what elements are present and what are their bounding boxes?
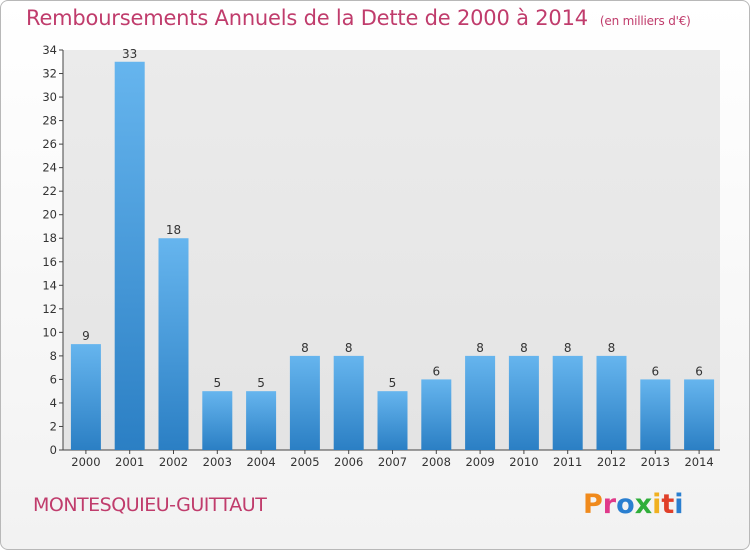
y-tick-label: 22 bbox=[42, 184, 57, 198]
proxiti-logo: Proxiti bbox=[583, 489, 684, 520]
bar-2001 bbox=[114, 61, 145, 450]
x-tick-label: 2007 bbox=[378, 455, 407, 469]
bar-2011 bbox=[552, 355, 583, 450]
y-tick-label: 14 bbox=[42, 278, 57, 292]
bar-2009 bbox=[465, 355, 496, 450]
y-tick-label: 4 bbox=[50, 396, 57, 410]
logo-letter: i bbox=[674, 489, 684, 520]
logo-letter: P bbox=[583, 489, 603, 520]
bar-2013 bbox=[640, 379, 671, 450]
x-tick-label: 2013 bbox=[641, 455, 670, 469]
bar-value-label: 8 bbox=[476, 341, 484, 355]
y-tick-label: 2 bbox=[50, 419, 57, 433]
bar-2004 bbox=[246, 391, 277, 450]
bar-2014 bbox=[684, 379, 715, 450]
logo-letter: r bbox=[602, 489, 617, 520]
logo-letter: t bbox=[661, 489, 675, 520]
x-tick-label: 2002 bbox=[159, 455, 188, 469]
bar-value-label: 9 bbox=[82, 329, 90, 343]
bar-2010 bbox=[508, 355, 539, 450]
y-tick-label: 18 bbox=[42, 231, 57, 245]
bar-2003 bbox=[202, 391, 233, 450]
bar-2012 bbox=[596, 355, 627, 450]
x-tick-label: 2008 bbox=[422, 455, 451, 469]
bar-2007 bbox=[377, 391, 408, 450]
chart-title-text: Remboursements Annuels de la Dette de 20… bbox=[26, 6, 588, 30]
bar-value-label: 8 bbox=[608, 341, 616, 355]
bar-value-label: 8 bbox=[520, 341, 528, 355]
x-tick-label: 2001 bbox=[115, 455, 144, 469]
logo-letter: i bbox=[652, 489, 662, 520]
y-tick-label: 6 bbox=[50, 372, 57, 386]
chart-unit: (en milliers d'€) bbox=[599, 14, 691, 28]
bar-value-label: 8 bbox=[301, 341, 309, 355]
x-tick-label: 2012 bbox=[597, 455, 626, 469]
y-tick-label: 24 bbox=[42, 161, 57, 175]
bar-value-label: 8 bbox=[564, 341, 572, 355]
y-tick-label: 0 bbox=[50, 443, 57, 457]
y-tick-label: 34 bbox=[42, 43, 57, 57]
chart-title: Remboursements Annuels de la Dette de 20… bbox=[26, 6, 691, 30]
x-tick-label: 2000 bbox=[71, 455, 100, 469]
y-tick-label: 10 bbox=[42, 325, 57, 339]
x-tick-label: 2005 bbox=[290, 455, 319, 469]
y-tick-label: 28 bbox=[42, 114, 57, 128]
bar-2006 bbox=[333, 355, 364, 450]
y-tick-label: 8 bbox=[50, 349, 57, 363]
bar-2005 bbox=[289, 355, 320, 450]
bar-value-label: 5 bbox=[213, 376, 221, 390]
bar-value-label: 33 bbox=[122, 47, 137, 61]
bar-value-label: 5 bbox=[389, 376, 397, 390]
bar-2008 bbox=[421, 379, 452, 450]
y-tick-label: 26 bbox=[42, 137, 57, 151]
y-tick-label: 32 bbox=[42, 67, 57, 81]
y-tick-label: 16 bbox=[42, 255, 57, 269]
logo-letter: o bbox=[616, 489, 635, 520]
x-tick-label: 2006 bbox=[334, 455, 363, 469]
bar-value-label: 8 bbox=[345, 341, 353, 355]
x-tick-label: 2014 bbox=[684, 455, 713, 469]
bar-value-label: 6 bbox=[651, 364, 659, 378]
y-tick-label: 30 bbox=[42, 90, 57, 104]
x-axis: 2000 2001 2002 2003 2004 2005 2006 2007 2008 2009… bbox=[63, 449, 720, 469]
x-tick-label: 2003 bbox=[203, 455, 232, 469]
commune-name: MONTESQUIEU-GUITTAUT bbox=[33, 494, 267, 516]
x-tick-label: 2004 bbox=[246, 455, 275, 469]
logo-letter: x bbox=[634, 489, 653, 520]
x-tick-label: 2011 bbox=[553, 455, 582, 469]
bar-2002 bbox=[158, 238, 189, 450]
bar-value-label: 6 bbox=[695, 364, 703, 378]
y-tick-label: 20 bbox=[42, 208, 57, 222]
bar-2000 bbox=[70, 344, 101, 450]
bar-value-label: 5 bbox=[257, 376, 265, 390]
bar-value-label: 6 bbox=[432, 364, 440, 378]
y-tick-label: 12 bbox=[42, 302, 57, 316]
bar-value-label: 18 bbox=[166, 223, 181, 237]
x-tick-label: 2009 bbox=[465, 455, 494, 469]
x-tick-label: 2010 bbox=[509, 455, 538, 469]
bars: 9 33 18 5 5 8 8 5 6 8 8 8 8 6 6 bbox=[70, 47, 715, 450]
